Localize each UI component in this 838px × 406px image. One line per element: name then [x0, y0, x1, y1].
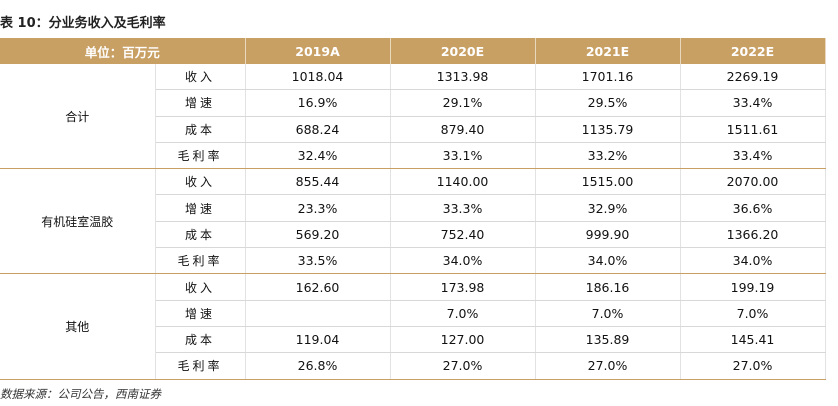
row-label: 成本 [155, 326, 246, 354]
value-cell: 34.0% [680, 247, 826, 275]
value-cell: 33.3% [390, 194, 536, 222]
row-label: 增速 [155, 300, 246, 327]
value-cell: 879.40 [390, 116, 536, 143]
table-title: 表 10：分业务收入及毛利率 [0, 16, 166, 31]
value-cell: 36.6% [680, 194, 826, 222]
value-cell: 199.19 [680, 273, 826, 301]
row-label: 增速 [155, 89, 246, 117]
empty-cell [245, 300, 391, 327]
value-cell: 688.24 [245, 116, 391, 143]
header-cell: 2021E [535, 38, 681, 64]
value-cell: 7.0% [535, 300, 681, 327]
table-row: 增速 16.9% 29.1% 29.5% 33.4% [0, 89, 826, 117]
value-cell: 127.00 [390, 326, 536, 354]
value-cell: 32.9% [535, 194, 681, 222]
value-cell: 23.3% [245, 194, 391, 222]
table-row: 毛利率 33.5% 34.0% 34.0% 34.0% [0, 247, 826, 275]
value-cell: 33.4% [680, 142, 826, 170]
value-cell: 34.0% [535, 247, 681, 275]
value-cell: 27.0% [680, 352, 826, 380]
value-cell: 2269.19 [680, 64, 826, 91]
table-body: 合计 收入 1018.04 1313.98 1701.16 2269.19 增速 16.9% 2… [0, 64, 826, 380]
value-cell: 752.40 [390, 221, 536, 249]
value-cell: 32.4% [245, 142, 391, 170]
table-row: 成本 688.24 879.40 1135.79 1511.61 [0, 116, 826, 143]
value-cell: 1515.00 [535, 168, 681, 196]
value-cell: 33.2% [535, 142, 681, 170]
value-cell: 186.16 [535, 273, 681, 301]
row-label: 收入 [155, 273, 246, 301]
table-row: 成本 119.04 127.00 135.89 145.41 [0, 326, 826, 354]
value-cell: 135.89 [535, 326, 681, 354]
table-row: 合计 收入 1018.04 1313.98 1701.16 2269.19 [0, 64, 826, 170]
value-cell: 855.44 [245, 168, 391, 196]
row-label: 成本 [155, 116, 246, 143]
table-row: 增速 23.3% 33.3% 32.9% 36.6% [0, 194, 826, 222]
header-cell: 单位：百万元 [0, 38, 246, 64]
header-cell: 2020E [390, 38, 536, 64]
value-cell: 1366.20 [680, 221, 826, 249]
row-label: 毛利率 [155, 142, 246, 170]
value-cell: 1313.98 [390, 64, 536, 91]
source-note: 数据来源：公司公告，西南证券 [0, 387, 161, 401]
header-cell: 2019A [245, 38, 391, 64]
table-row: 毛利率 26.8% 27.0% 27.0% 27.0% [0, 352, 826, 380]
row-label: 成本 [155, 221, 246, 249]
row-label: 增速 [155, 194, 246, 222]
table-row: 其他 收入 162.60 173.98 186.16 199.19 [0, 273, 826, 380]
value-cell: 16.9% [245, 89, 391, 117]
value-cell: 1135.79 [535, 116, 681, 143]
value-cell: 7.0% [390, 300, 536, 327]
value-cell: 569.20 [245, 221, 391, 249]
value-cell: 27.0% [535, 352, 681, 380]
value-cell: 173.98 [390, 273, 536, 301]
value-cell: 7.0% [680, 300, 826, 327]
value-cell: 999.90 [535, 221, 681, 249]
table: 单位：百万元 2019A 2020E 2021E 2022E 合计 收入 1018.04 13… [0, 38, 826, 380]
value-cell: 33.5% [245, 247, 391, 275]
value-cell: 33.1% [390, 142, 536, 170]
row-label: 毛利率 [155, 247, 246, 275]
value-cell: 27.0% [390, 352, 536, 380]
value-cell: 145.41 [680, 326, 826, 354]
group-label: 有机硅室温胶 [0, 168, 156, 275]
group-label: 其他 [0, 273, 156, 380]
value-cell: 29.1% [390, 89, 536, 117]
header-row: 单位：百万元 2019A 2020E 2021E 2022E [0, 38, 826, 64]
row-label: 收入 [155, 64, 246, 91]
group-label: 合计 [0, 64, 156, 170]
value-cell: 2070.00 [680, 168, 826, 196]
table-row: 毛利率 32.4% 33.1% 33.2% 33.4% [0, 142, 826, 170]
value-cell: 34.0% [390, 247, 536, 275]
table-row: 成本 569.20 752.40 999.90 1366.20 [0, 221, 826, 249]
value-cell: 26.8% [245, 352, 391, 380]
value-cell: 1511.61 [680, 116, 826, 143]
row-label: 毛利率 [155, 352, 246, 380]
value-cell: 162.60 [245, 273, 391, 301]
value-cell: 33.4% [680, 89, 826, 117]
value-cell: 1701.16 [535, 64, 681, 91]
table-row: 增速 7.0% 7.0% 7.0% [0, 300, 826, 327]
value-cell: 1018.04 [245, 64, 391, 91]
header-cell: 2022E [680, 38, 826, 64]
table-row: 有机硅室温胶 收入 855.44 1140.00 1515.00 2070.00 [0, 168, 826, 275]
value-cell: 119.04 [245, 326, 391, 354]
value-cell: 1140.00 [390, 168, 536, 196]
row-label: 收入 [155, 168, 246, 196]
value-cell: 29.5% [535, 89, 681, 117]
